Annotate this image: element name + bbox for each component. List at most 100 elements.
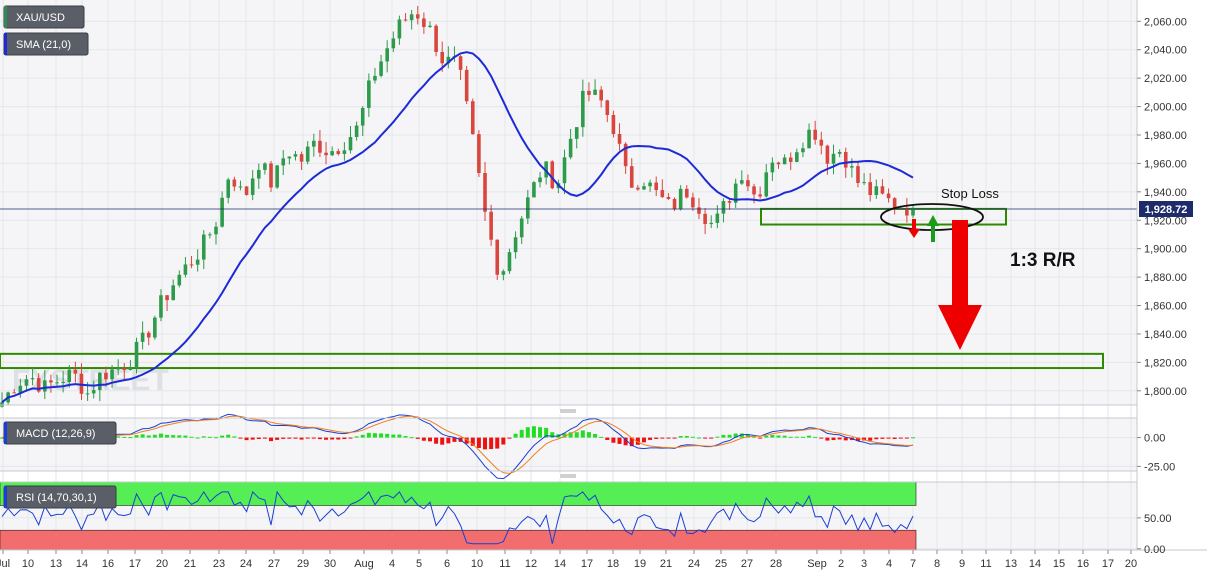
candle-body	[703, 213, 707, 225]
candle-body	[55, 382, 59, 384]
macd-bar	[837, 437, 842, 440]
pane-resize-handle-2[interactable]	[558, 474, 578, 479]
candle-body	[85, 393, 90, 395]
x-tick-label: 21	[184, 558, 196, 570]
x-tick-label: 24	[688, 558, 700, 570]
x-tick-label: 20	[156, 558, 168, 570]
candle-body	[684, 188, 689, 198]
x-tick-label: 17	[581, 558, 593, 570]
candle-body	[819, 139, 824, 146]
macd-bar	[715, 436, 720, 438]
macd-bar	[752, 436, 757, 438]
candle-body	[269, 163, 273, 188]
macd-bar	[770, 434, 775, 438]
price-tag-value: 1,928.72	[1145, 204, 1188, 216]
candle-body	[415, 14, 420, 19]
rsi-line	[1, 490, 914, 545]
x-tick-label: 13	[1005, 558, 1017, 570]
candle-body	[526, 197, 530, 219]
macd-bar	[641, 437, 646, 443]
macd-bar	[507, 437, 512, 439]
macd-bar	[898, 437, 903, 439]
macd-bar	[764, 435, 769, 438]
pane-resize-handle[interactable]	[558, 409, 578, 414]
y-tick-label: 2,060.00	[1144, 16, 1187, 28]
x-tick-label: 9	[959, 558, 965, 570]
macd-plot-area[interactable]	[0, 418, 1137, 471]
candle-body	[648, 182, 652, 187]
macd-bar	[470, 437, 475, 446]
macd-bar	[434, 437, 439, 444]
candle-body	[287, 156, 292, 159]
candle-body	[764, 172, 769, 197]
candle-body	[116, 368, 120, 370]
macd-bar	[574, 432, 579, 438]
candle-body	[367, 80, 371, 108]
small-red-arrow-icon	[908, 219, 920, 238]
macd-bar	[0, 437, 4, 439]
macd-bar	[336, 437, 341, 440]
candle-body	[911, 207, 915, 216]
macd-bar	[599, 436, 604, 438]
candle-body	[574, 127, 579, 139]
candle-body	[868, 182, 873, 195]
macd-bar	[232, 436, 237, 438]
candle-body	[318, 140, 322, 153]
candle-body	[330, 151, 334, 156]
candle-body	[660, 190, 665, 198]
macd-bar	[238, 437, 243, 439]
candle-body	[0, 402, 4, 407]
candle-body	[519, 218, 524, 238]
candle-body	[727, 201, 732, 203]
x-tick-label: 23	[213, 558, 225, 570]
candle-body	[464, 69, 469, 102]
y-tick-label: 1,940.00	[1144, 187, 1187, 199]
candle-body	[397, 19, 402, 39]
x-tick-label: 19	[634, 558, 646, 570]
macd-bar	[721, 434, 726, 438]
candle-body	[18, 385, 23, 393]
x-tick-label: 4	[389, 558, 395, 570]
candle-body	[146, 332, 151, 338]
candle-body	[489, 211, 493, 240]
candle-body	[837, 152, 842, 154]
x-tick-label: 21	[660, 558, 672, 570]
macd-bar	[580, 430, 585, 438]
macd-bar	[385, 433, 390, 438]
candle-body	[409, 14, 414, 21]
macd-bar	[403, 436, 408, 438]
y-tick-label: 2,020.00	[1144, 73, 1187, 85]
macd-label-box[interactable]: MACD (12,26,9)	[3, 421, 117, 445]
x-tick-label: 7	[910, 558, 916, 570]
x-tick-label: 6	[444, 558, 450, 570]
candle-body	[61, 382, 65, 384]
macd-bar	[501, 437, 506, 445]
candle-body	[73, 369, 78, 374]
macd-bar	[862, 437, 867, 441]
candle-body	[342, 150, 347, 154]
macd-bar	[531, 426, 536, 438]
macd-bar	[171, 435, 176, 438]
macd-bar	[550, 432, 555, 438]
rsi-label-box[interactable]: RSI (14,70,30,1)	[3, 485, 117, 509]
candle-body	[128, 368, 133, 371]
macd-bar	[391, 434, 396, 438]
candle-body	[299, 154, 304, 162]
candle-body	[373, 75, 377, 81]
candle-body	[177, 274, 182, 286]
macd-bar	[244, 437, 249, 441]
macd-bar	[293, 437, 298, 439]
price-plot-area[interactable]	[0, 0, 1137, 405]
candle-body	[153, 317, 157, 338]
candle-body	[312, 140, 316, 147]
macd-bar	[397, 434, 402, 438]
macd-bar	[483, 437, 488, 450]
candle-body	[42, 380, 47, 392]
symbol-label-box[interactable]: XAU/USD	[3, 5, 85, 29]
candle-body	[140, 332, 145, 342]
sma-label-box[interactable]: SMA (21,0)	[3, 32, 89, 56]
candle-body	[110, 369, 114, 380]
macd-bar	[489, 437, 494, 450]
macd-bar	[220, 435, 225, 438]
x-tick-label: 29	[297, 558, 309, 570]
